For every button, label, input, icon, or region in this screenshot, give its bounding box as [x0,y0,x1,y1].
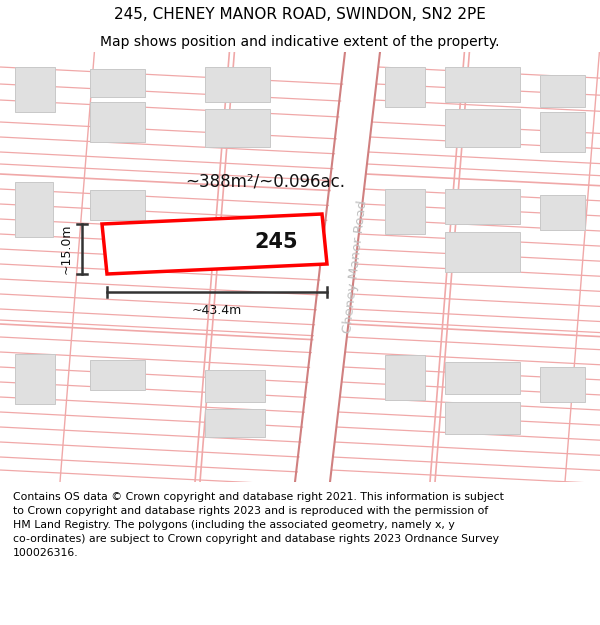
Bar [15,182,53,237]
Bar [540,75,585,107]
Bar [445,402,520,434]
Bar [445,232,520,272]
Bar [205,370,265,402]
Text: ~15.0m: ~15.0m [59,224,73,274]
Bar [385,355,425,400]
Bar [205,67,270,102]
Bar [540,112,585,152]
Text: Map shows position and indicative extent of the property.: Map shows position and indicative extent… [100,34,500,49]
Text: ~43.4m: ~43.4m [192,304,242,316]
Bar [90,102,145,142]
Bar [540,195,585,230]
Bar [445,67,520,102]
Bar [445,362,520,394]
Text: 245: 245 [254,232,298,252]
Polygon shape [102,214,327,274]
Text: ~388m²/~0.096ac.: ~388m²/~0.096ac. [185,173,345,191]
Bar [445,189,520,224]
Bar [205,109,270,147]
Bar [15,67,55,112]
Bar [15,354,55,404]
Bar [385,67,425,107]
Text: Cheney Manor Road: Cheney Manor Road [341,200,369,334]
Bar [385,189,425,234]
Bar [445,109,520,147]
Bar [90,190,145,220]
Bar [90,69,145,97]
Text: 245, CHENEY MANOR ROAD, SWINDON, SN2 2PE: 245, CHENEY MANOR ROAD, SWINDON, SN2 2PE [114,7,486,22]
Bar [540,367,585,402]
Bar [90,360,145,390]
Bar [205,409,265,437]
Text: Contains OS data © Crown copyright and database right 2021. This information is : Contains OS data © Crown copyright and d… [13,492,504,558]
